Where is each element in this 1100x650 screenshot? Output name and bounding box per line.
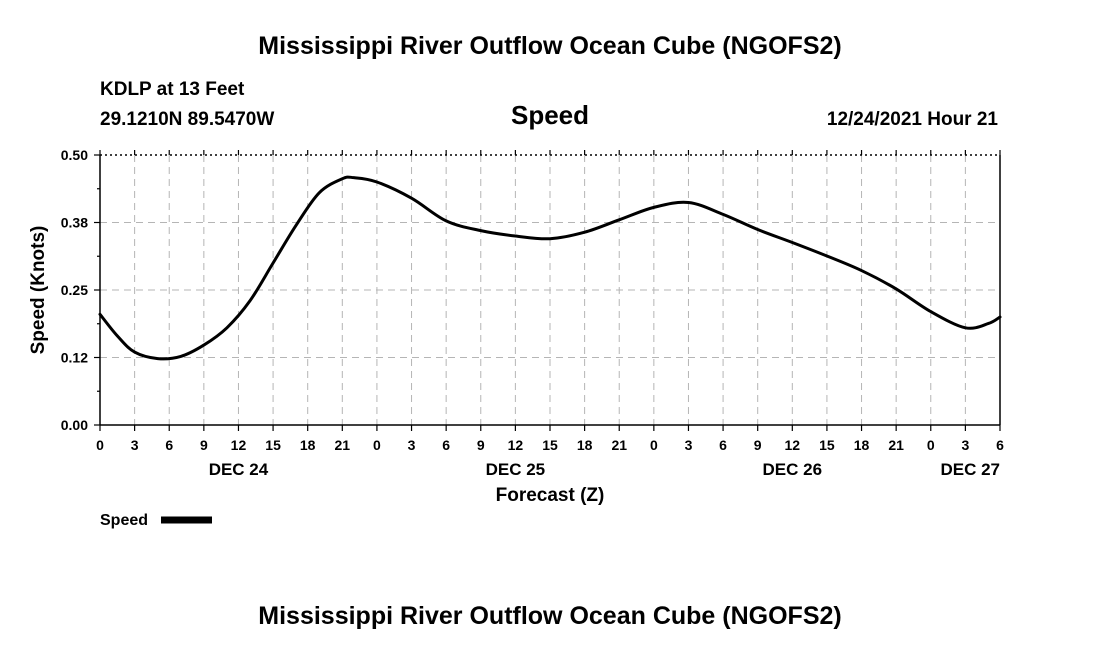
y-axis-title: Speed (Knots) (28, 226, 49, 355)
datetime-label: 12/24/2021 Hour 21 (827, 109, 999, 130)
y-tick-label: 0.38 (61, 215, 88, 231)
chart-title: Mississippi River Outflow Ocean Cube (NG… (258, 32, 841, 60)
x-tick-label: 21 (335, 437, 351, 453)
x-tick-label: 6 (996, 437, 1004, 453)
x-tick-label: 3 (961, 437, 969, 453)
x-tick-label: 9 (754, 437, 762, 453)
y-tick-label: 0.50 (61, 147, 88, 163)
x-tick-label: 12 (508, 437, 524, 453)
x-tick-label: 9 (477, 437, 485, 453)
x-tick-label: 3 (408, 437, 416, 453)
day-labels: DEC 24 DEC 25 DEC 26 DEC 27 (209, 460, 1000, 479)
x-tick-label: 0 (373, 437, 381, 453)
footer-title: Mississippi River Outflow Ocean Cube (NG… (258, 602, 841, 630)
station-label: KDLP at 13 Feet (100, 79, 245, 100)
x-tick-label: 0 (650, 437, 658, 453)
legend-label: Speed (100, 512, 148, 529)
grid (100, 155, 1000, 425)
x-tick-label: 21 (611, 437, 627, 453)
legend: Speed (100, 512, 212, 529)
x-tick-label: 18 (577, 437, 593, 453)
day-label: DEC 26 (763, 460, 823, 479)
x-axis: 0 3 6 9 12 15 18 21 0 3 6 9 12 15 18 21 0 3 6 9 12 15 18 21 0 3 6 (96, 150, 1004, 453)
coordinates-label: 29.1210N 89.5470W (100, 109, 274, 130)
x-tick-label: 18 (854, 437, 870, 453)
y-axis: 0.00 0.12 0.25 0.38 0.50 (61, 147, 100, 433)
x-tick-label: 18 (300, 437, 316, 453)
day-label: DEC 25 (486, 460, 546, 479)
x-tick-label: 12 (231, 437, 247, 453)
x-tick-label: 3 (685, 437, 693, 453)
x-tick-label: 0 (96, 437, 104, 453)
x-tick-label: 3 (131, 437, 139, 453)
chart-subtitle: Speed (511, 100, 589, 130)
x-tick-label: 15 (265, 437, 281, 453)
y-tick-label: 0.12 (61, 350, 88, 366)
x-tick-label: 0 (927, 437, 935, 453)
x-axis-title: Forecast (Z) (496, 485, 605, 506)
x-tick-label: 15 (542, 437, 558, 453)
x-tick-label: 21 (888, 437, 904, 453)
series-group (98, 175, 1002, 361)
x-tick-label: 12 (785, 437, 801, 453)
x-tick-label: 6 (442, 437, 450, 453)
day-label: DEC 24 (209, 460, 269, 479)
x-tick-label: 6 (165, 437, 173, 453)
x-tick-label: 9 (200, 437, 208, 453)
series-line-speed (98, 175, 1002, 361)
day-label: DEC 27 (940, 460, 1000, 479)
x-tick-label: 15 (819, 437, 835, 453)
x-tick-label: 6 (719, 437, 727, 453)
y-tick-label: 0.25 (61, 282, 88, 298)
y-tick-label: 0.00 (61, 417, 88, 433)
